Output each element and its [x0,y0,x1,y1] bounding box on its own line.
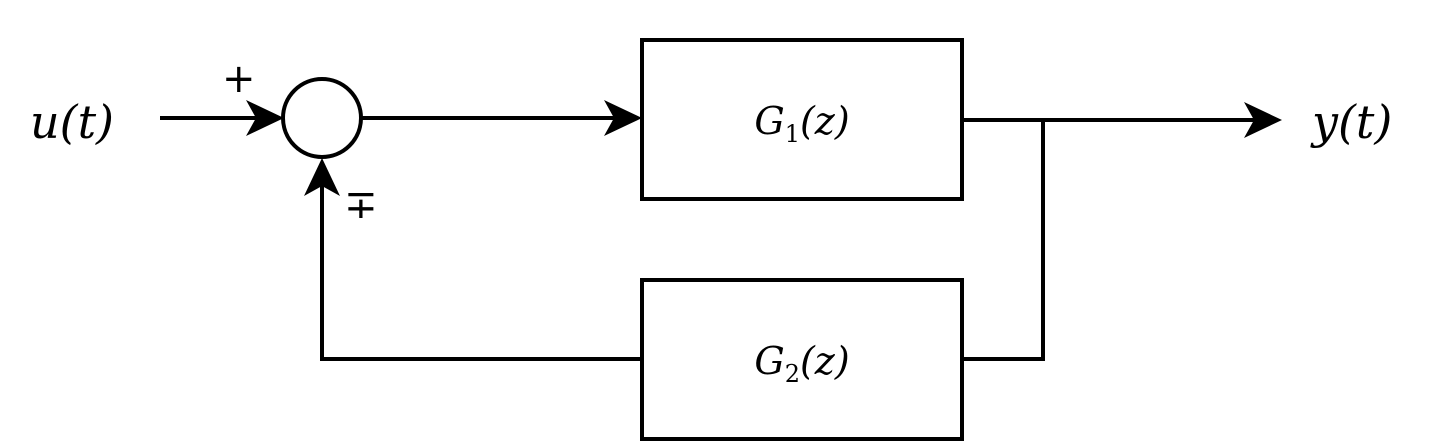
forward-block [640,38,964,201]
feedback-block-label: G2(z) [754,339,849,388]
feedback-return-wire [320,180,642,361]
input-sign: + [222,56,256,102]
feedback-block-symbol: G [754,339,784,383]
input-label: u(t) [30,95,114,149]
feedback-sign: ∓ [344,182,378,228]
feedback-block-argument: (z) [800,339,850,383]
forward-arrowhead [604,100,642,136]
output-arrowhead [1244,102,1282,138]
feedback-block-subscript: 2 [785,360,800,388]
forward-block-symbol: G [754,99,784,143]
summing-junction [281,77,363,159]
forward-block-argument: (z) [800,99,850,143]
output-label: y(t) [1310,95,1392,149]
feedback-arrowhead [304,158,340,196]
feedback-branch-wire [962,120,1045,361]
input-arrowhead [246,100,284,136]
forward-block-subscript: 1 [785,120,800,148]
forward-block-label: G1(z) [754,99,849,148]
